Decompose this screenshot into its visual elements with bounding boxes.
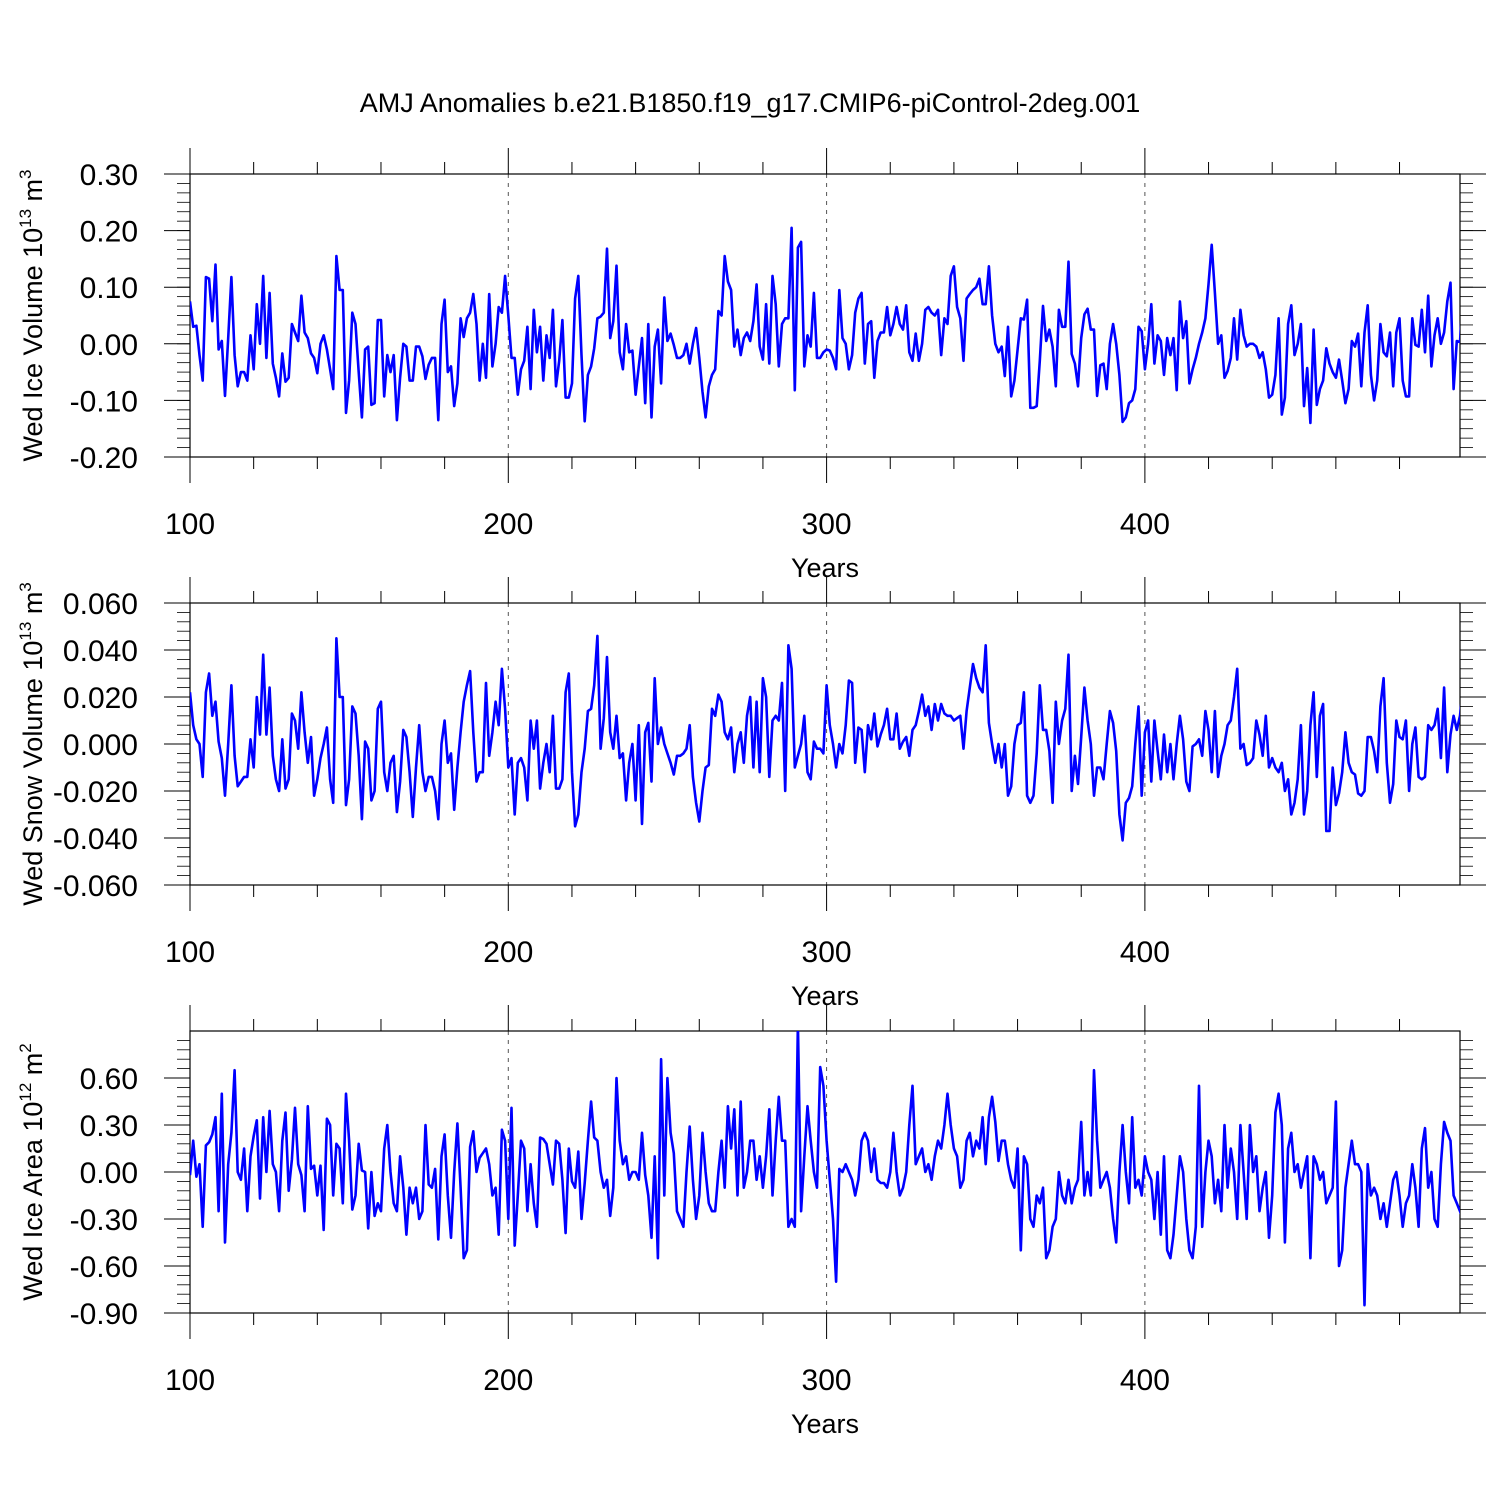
series-line: [190, 634, 1460, 842]
chart-panel-3: 100 200 300 400 -0.90 -0.60 -0.30 0.00 0.30 0.60 Y…: [16, 1005, 1486, 1439]
plot-frame: [189, 1030, 1461, 1314]
x-tick-label: 300: [802, 508, 852, 541]
y-tick-label: 0.00: [80, 329, 138, 362]
y-axis-label: Wed Ice Volume 1013 m3: [16, 169, 48, 461]
y-tick-label: -0.10: [70, 385, 138, 418]
y-tick-label: -0.60: [70, 1251, 138, 1284]
x-tick-label: 400: [1120, 508, 1170, 541]
x-tick-label: 300: [802, 936, 852, 969]
y-tick-label: -0.30: [70, 1204, 138, 1237]
plot-frame: [189, 173, 1461, 458]
series-line: [190, 226, 1460, 425]
x-tick-label: 100: [165, 1364, 215, 1397]
y-tick-label: 0.040: [63, 635, 138, 668]
x-tick-label: 400: [1120, 936, 1170, 969]
y-tick-label: -0.20: [70, 442, 138, 475]
x-axis-label: Years: [791, 981, 859, 1011]
chart-panel-1: 100 200 300 400 -0.20 -0.10 0.00 0.10 0.20 0.30 Ye…: [16, 148, 1486, 583]
y-tick-label: 0.020: [63, 682, 138, 715]
chart-panel-2: 100 200 300 400 -0.060 -0.040 -0.020 0.000 0.020…: [16, 577, 1486, 1011]
y-tick-label: -0.040: [53, 823, 138, 856]
x-tick-label: 200: [483, 936, 533, 969]
x-tick-label: 400: [1120, 1364, 1170, 1397]
y-tick-label: 0.30: [80, 159, 138, 192]
y-tick-label: 0.060: [63, 588, 138, 621]
y-tick-label: 0.60: [80, 1063, 138, 1096]
x-tick-label: 200: [483, 508, 533, 541]
y-tick-label: -0.020: [53, 776, 138, 809]
y-tick-label: -0.060: [53, 870, 138, 903]
y-tick-label: 0.20: [80, 216, 138, 249]
series-line: [190, 1031, 1460, 1307]
y-axis-label: Wed Ice Area 1012 m2: [16, 1043, 48, 1301]
figure-title: AMJ Anomalies b.e21.B1850.f19_g17.CMIP6-…: [360, 88, 1140, 118]
y-axis-label: Wed Snow Volume 1013 m3: [16, 582, 48, 906]
y-tick-label: -0.90: [70, 1298, 138, 1331]
x-axis-label: Years: [791, 553, 859, 583]
x-tick-label: 100: [165, 508, 215, 541]
y-tick-label: 0.10: [80, 272, 138, 305]
y-tick-label: 0.000: [63, 729, 138, 762]
y-tick-label: 0.00: [80, 1157, 138, 1190]
y-tick-label: 0.30: [80, 1110, 138, 1143]
x-tick-label: 100: [165, 936, 215, 969]
x-tick-label: 300: [802, 1364, 852, 1397]
x-tick-label: 200: [483, 1364, 533, 1397]
x-axis-label: Years: [791, 1409, 859, 1439]
